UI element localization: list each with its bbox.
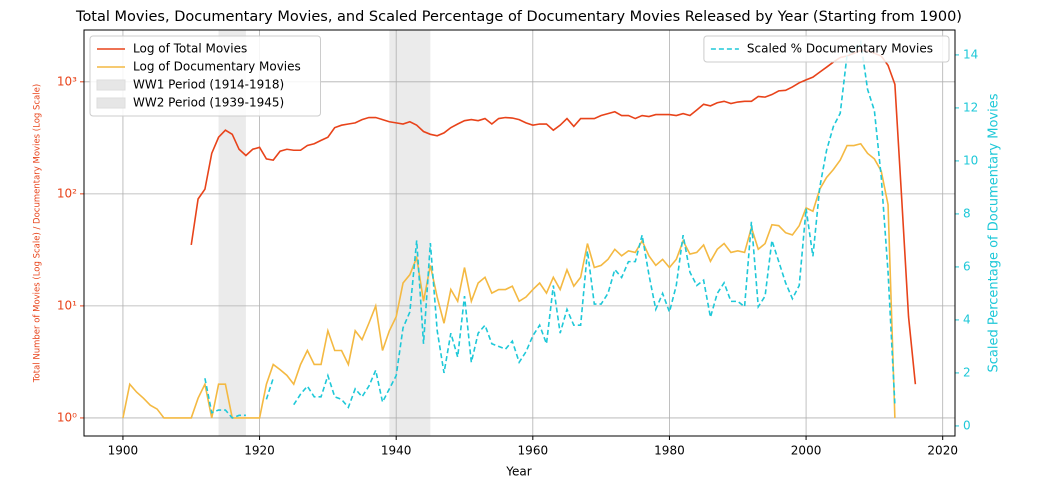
y-tick-label: 10¹ bbox=[57, 298, 77, 312]
legend-label: WW2 Period (1939-1945) bbox=[133, 96, 284, 110]
y-tick-label: 10³ bbox=[57, 74, 77, 88]
legend-swatch bbox=[96, 97, 126, 109]
legend-box bbox=[703, 35, 950, 63]
y-tick-label: 10⁰ bbox=[57, 410, 77, 424]
y-axis-label: Total Number of Movies (Log Scale) / Doc… bbox=[33, 84, 43, 383]
chart-title: Total Movies, Documentary Movies, and Sc… bbox=[75, 9, 962, 25]
y2-tick-label: 4 bbox=[963, 312, 971, 326]
y2-tick-label: 12 bbox=[963, 100, 978, 114]
y2-tick-label: 0 bbox=[963, 418, 971, 432]
y-tick-label: 10² bbox=[57, 186, 77, 200]
series-line bbox=[190, 49, 917, 385]
legend-label: Log of Documentary Movies bbox=[133, 60, 301, 74]
y2-tick-label: 6 bbox=[963, 259, 971, 273]
x-axis-label: Year bbox=[505, 465, 531, 479]
legend-label: Scaled % Documentary Movies bbox=[747, 42, 933, 56]
series-line bbox=[122, 142, 896, 419]
plot-frame bbox=[83, 29, 956, 437]
legend-box bbox=[89, 35, 321, 117]
x-tick-label: 1960 bbox=[518, 444, 549, 458]
series-line bbox=[204, 39, 896, 419]
legend-swatch bbox=[96, 79, 126, 91]
x-tick-label: 2020 bbox=[927, 444, 958, 458]
y2-tick-label: 2 bbox=[963, 365, 971, 379]
x-tick-label: 1920 bbox=[244, 444, 275, 458]
y2-axis-label: Scaled Percentage of Documentary Movies bbox=[987, 93, 1002, 372]
legend-label: WW1 Period (1914-1918) bbox=[133, 78, 284, 92]
y2-tick-label: 8 bbox=[963, 206, 971, 220]
x-tick-label: 1980 bbox=[654, 444, 685, 458]
x-tick-label: 2000 bbox=[791, 444, 822, 458]
legend-label: Log of Total Movies bbox=[133, 42, 247, 56]
x-tick-label: 1900 bbox=[108, 444, 139, 458]
y2-tick-label: 14 bbox=[963, 47, 978, 61]
x-tick-label: 1940 bbox=[381, 444, 412, 458]
y2-tick-label: 10 bbox=[963, 153, 978, 167]
